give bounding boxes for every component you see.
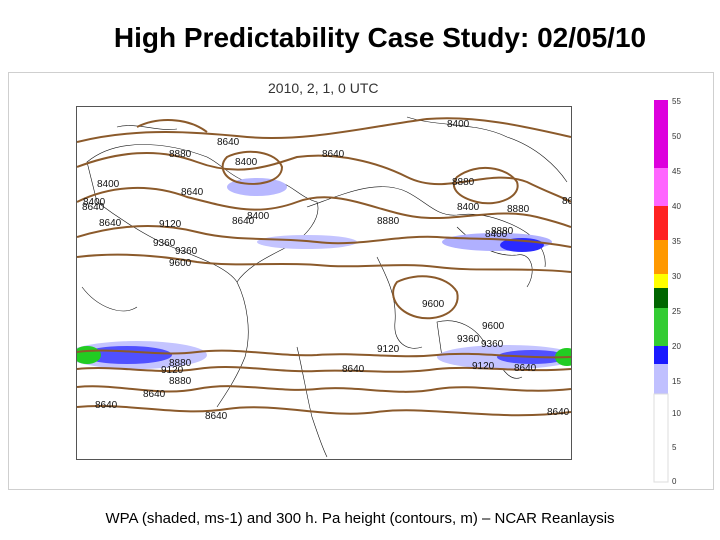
colorbar-tick-label: 55 bbox=[672, 98, 681, 106]
contour-label: 9600 bbox=[482, 321, 505, 332]
contour-label: 8400 bbox=[83, 197, 106, 208]
colorbar-swatch bbox=[654, 240, 668, 274]
contour-label: 9360 bbox=[153, 238, 176, 249]
contour-label: 8880 bbox=[169, 149, 192, 160]
colorbar-tick-label: 35 bbox=[672, 237, 681, 246]
colorbar-swatch bbox=[654, 308, 668, 346]
contour-label: 8640 bbox=[342, 364, 365, 375]
colorbar-swatch bbox=[653, 393, 669, 483]
contour-label: 8640 bbox=[99, 218, 122, 229]
contour-label: 9360 bbox=[457, 334, 480, 345]
colorbar-tick-label: 0 bbox=[672, 477, 677, 486]
colorbar-tick-label: 50 bbox=[672, 132, 681, 141]
contour-label: 8880 bbox=[169, 376, 192, 387]
contour-label: 8400 bbox=[235, 157, 258, 168]
wpa-blob bbox=[257, 235, 357, 249]
colorbar-tick-label: 20 bbox=[672, 342, 681, 351]
colorbar-swatch bbox=[654, 288, 668, 308]
contour-label: 8640 bbox=[95, 400, 118, 411]
contour-label: 8640 bbox=[547, 407, 570, 418]
colorbar-swatch bbox=[654, 100, 668, 168]
slide-title: High Predictability Case Study: 02/05/10 bbox=[113, 22, 647, 53]
contour-label: 8400 bbox=[247, 211, 270, 222]
contour-label: 8640 bbox=[217, 137, 240, 148]
contour-label: 8640 bbox=[514, 363, 537, 374]
contour-label: 8640 bbox=[322, 149, 345, 160]
colorbar-swatch bbox=[654, 274, 668, 288]
contour-label: 8880 bbox=[507, 204, 530, 215]
contour-label: 9120 bbox=[159, 219, 182, 230]
slide-caption: WPA (shaded, ms-1) and 300 h. Pa height … bbox=[105, 510, 615, 527]
contour-label: 8400 bbox=[485, 229, 508, 240]
contour-label: 8640 bbox=[232, 216, 255, 227]
colorbar-tick-label: 25 bbox=[672, 307, 681, 316]
colorbar-ticks: 55 50 45 40 35 30 25 20 15 10 5 0 bbox=[672, 97, 681, 486]
contour-labels: 8400 8640 8880 8400 8640 8400 8640 8880 … bbox=[82, 119, 571, 422]
colorbar-tick-label: 40 bbox=[672, 202, 681, 211]
colorbar-tick-label: 15 bbox=[672, 377, 681, 386]
contour-label: 9600 bbox=[422, 299, 445, 310]
contour-label: 8400 bbox=[97, 179, 120, 190]
height-contours bbox=[77, 117, 571, 417]
contour-label: 9120 bbox=[472, 361, 495, 372]
colorbar: 55 50 45 40 35 30 25 20 15 10 5 0 bbox=[652, 97, 692, 486]
map-area: 8400 8640 8880 8400 8640 8400 8640 8880 … bbox=[76, 106, 572, 460]
contour-label: 9600 bbox=[169, 258, 192, 269]
colorbar-swatches bbox=[653, 100, 669, 483]
contour-label: 8640 bbox=[562, 196, 571, 207]
colorbar-swatch bbox=[654, 206, 668, 240]
contour-label: 8640 bbox=[82, 202, 105, 213]
contour-label: 8640 bbox=[143, 389, 166, 400]
contour-label: 8400 bbox=[447, 119, 470, 130]
contour-label: 8880 bbox=[377, 216, 400, 227]
colorbar-swatch bbox=[654, 346, 668, 364]
colorbar-swatch bbox=[654, 364, 668, 394]
contour-label: 9360 bbox=[481, 339, 504, 350]
contour-label: 8640 bbox=[181, 187, 204, 198]
contour-label: 9120 bbox=[377, 344, 400, 355]
colorbar-swatch bbox=[654, 168, 668, 206]
contour-label: 8640 bbox=[205, 411, 228, 422]
contour-label: 8400 bbox=[457, 202, 480, 213]
map-title: 2010, 2, 1, 0 UTC bbox=[268, 80, 379, 96]
colorbar-tick-label: 30 bbox=[672, 272, 681, 281]
contour-label: 9120 bbox=[161, 365, 184, 376]
contour-label: 9360 bbox=[175, 246, 198, 257]
map-canvas: 8400 8640 8880 8400 8640 8400 8640 8880 … bbox=[77, 116, 571, 458]
colorbar-tick-label: 45 bbox=[672, 167, 681, 176]
colorbar-tick-label: 10 bbox=[672, 409, 681, 418]
contour-label: 8880 bbox=[452, 177, 475, 188]
contour-label: 8880 bbox=[491, 226, 514, 237]
contour-label: 8880 bbox=[169, 358, 192, 369]
colorbar-tick-label: 5 bbox=[672, 443, 677, 452]
